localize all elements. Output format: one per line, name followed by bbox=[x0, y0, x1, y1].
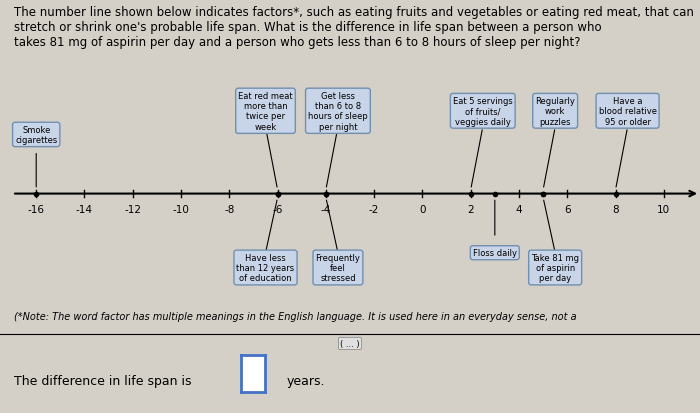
Text: -4: -4 bbox=[321, 204, 331, 214]
Text: (*Note: The word factor has multiple meanings in the English language. It is use: (*Note: The word factor has multiple mea… bbox=[14, 311, 577, 321]
Text: Floss daily: Floss daily bbox=[473, 249, 517, 258]
Text: Get less
than 6 to 8
hours of sleep
per night: Get less than 6 to 8 hours of sleep per … bbox=[308, 91, 368, 132]
Text: -12: -12 bbox=[125, 204, 141, 214]
Text: Smoke
cigarettes: Smoke cigarettes bbox=[15, 126, 57, 145]
Text: 6: 6 bbox=[564, 204, 570, 214]
Text: years.: years. bbox=[287, 374, 326, 387]
Text: Regularly
work
puzzles: Regularly work puzzles bbox=[536, 97, 575, 126]
Text: ( ... ): ( ... ) bbox=[340, 339, 360, 348]
Text: The number line shown below indicates factors*, such as eating fruits and vegeta: The number line shown below indicates fa… bbox=[14, 6, 694, 49]
Text: Have a
blood relative
95 or older: Have a blood relative 95 or older bbox=[598, 97, 657, 126]
Text: -6: -6 bbox=[272, 204, 283, 214]
Text: Take 81 mg
of aspirin
per day: Take 81 mg of aspirin per day bbox=[531, 253, 579, 283]
Text: Frequently
feel
stressed: Frequently feel stressed bbox=[316, 253, 360, 283]
Text: 10: 10 bbox=[657, 204, 671, 214]
Text: 0: 0 bbox=[419, 204, 426, 214]
Text: Have less
than 12 years
of education: Have less than 12 years of education bbox=[237, 253, 295, 283]
Text: Eat red meat
more than
twice per
week: Eat red meat more than twice per week bbox=[238, 91, 293, 132]
Text: 2: 2 bbox=[468, 204, 474, 214]
Text: -2: -2 bbox=[369, 204, 379, 214]
Text: Eat 5 servings
of fruits/
veggies daily: Eat 5 servings of fruits/ veggies daily bbox=[453, 97, 512, 126]
Text: -8: -8 bbox=[224, 204, 234, 214]
Text: 8: 8 bbox=[612, 204, 619, 214]
Text: 4: 4 bbox=[516, 204, 522, 214]
Text: The difference in life span is: The difference in life span is bbox=[14, 374, 192, 387]
Text: -10: -10 bbox=[173, 204, 190, 214]
Text: -14: -14 bbox=[76, 204, 93, 214]
Text: -16: -16 bbox=[28, 204, 45, 214]
